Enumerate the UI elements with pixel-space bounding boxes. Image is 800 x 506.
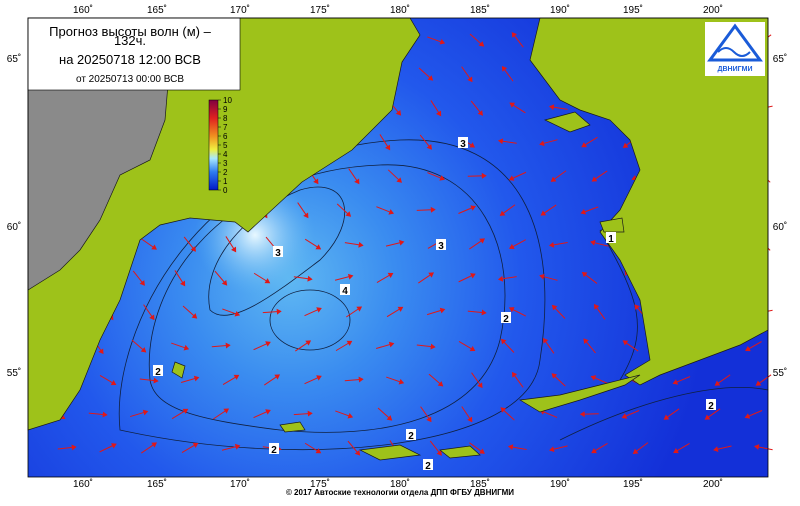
longitude-label: 175˚ — [310, 478, 330, 490]
latitude-label: 65˚ — [7, 53, 21, 65]
longitude-label: 165˚ — [147, 478, 167, 490]
colorbar-label: 1 — [223, 177, 228, 186]
longitude-label: 195˚ — [623, 4, 643, 16]
longitude-label: 200˚ — [703, 478, 723, 490]
longitude-label: 175˚ — [310, 4, 330, 16]
base-date: от 20250713 00:00 ВСВ — [76, 74, 184, 85]
latitude-label: 60˚ — [7, 221, 21, 233]
contour-label: 3 — [460, 139, 466, 150]
colorbar — [209, 100, 218, 190]
colorbar-label: 0 — [223, 186, 228, 195]
longitude-label: 170˚ — [230, 478, 250, 490]
contour-label: 3 — [438, 241, 444, 252]
contour-label: 2 — [708, 401, 714, 412]
longitude-label: 160˚ — [73, 4, 93, 16]
contour-label: 1 — [608, 234, 614, 245]
logo-text: ДВНИГМИ — [718, 66, 753, 73]
colorbar-label: 8 — [223, 114, 228, 123]
contour-label: 2 — [408, 431, 414, 442]
colorbar-label: 3 — [223, 159, 228, 168]
contour-label: 2 — [503, 314, 509, 325]
contour-label: 2 — [425, 461, 431, 472]
longitude-label: 170˚ — [230, 4, 250, 16]
longitude-label: 190˚ — [550, 478, 570, 490]
latitude-label: 55˚ — [7, 367, 21, 379]
colorbar-label: 7 — [223, 123, 228, 132]
colorbar-label: 4 — [223, 150, 228, 159]
latitude-label: 55˚ — [773, 367, 787, 379]
colorbar-label: 9 — [223, 105, 228, 114]
contour-label: 2 — [271, 445, 277, 456]
colorbar-label: 2 — [223, 168, 228, 177]
contour-label: 4 — [342, 286, 348, 297]
longitude-label: 200˚ — [703, 4, 723, 16]
colorbar-label: 6 — [223, 132, 228, 141]
longitude-label: 160˚ — [73, 478, 93, 490]
contour-label: 3 — [275, 248, 281, 259]
forecast-date: на 20250718 12:00 ВСВ — [59, 52, 201, 67]
longitude-label: 195˚ — [623, 478, 643, 490]
contour-label: 2 — [155, 367, 161, 378]
latitude-label: 65˚ — [773, 53, 787, 65]
latitude-label: 60˚ — [773, 221, 787, 233]
longitude-label: 165˚ — [147, 4, 167, 16]
longitude-label: 190˚ — [550, 4, 570, 16]
longitude-label: 180˚ — [390, 4, 410, 16]
longitude-label: 185˚ — [470, 478, 490, 490]
longitude-label: 185˚ — [470, 4, 490, 16]
colorbar-label: 5 — [223, 141, 228, 150]
colorbar-label: 10 — [223, 96, 232, 105]
longitude-label: 180˚ — [390, 478, 410, 490]
title: 132ч. — [114, 33, 146, 48]
